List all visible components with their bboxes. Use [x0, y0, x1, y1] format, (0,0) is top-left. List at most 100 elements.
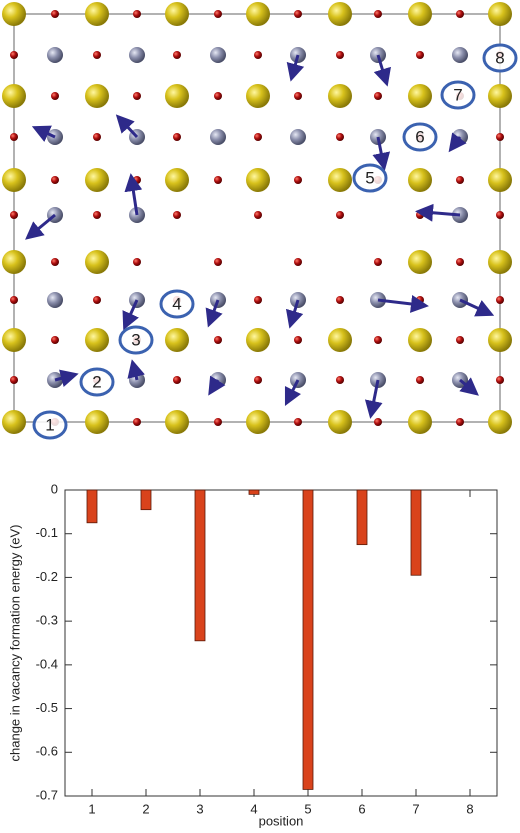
- oxygen-atom: [133, 10, 141, 18]
- position-label: 4: [172, 294, 181, 313]
- oxygen-atom: [254, 211, 262, 219]
- sulfur-atom: [85, 328, 109, 352]
- sulfur-atom: [408, 168, 432, 192]
- sulfur-atom: [488, 250, 512, 274]
- displacement-arrow: [459, 298, 495, 317]
- bar: [248, 489, 260, 495]
- sulfur-atom: [328, 328, 352, 352]
- oxygen-atom: [10, 296, 18, 304]
- oxygen-atom: [336, 211, 344, 219]
- sulfur-atom: [165, 168, 189, 192]
- metal-atom: [210, 129, 226, 145]
- oxygen-atom: [374, 92, 382, 100]
- sulfur-atom: [85, 84, 109, 108]
- oxygen-atom: [496, 211, 504, 219]
- oxygen-atom: [133, 418, 141, 426]
- oxygen-atom: [173, 211, 181, 219]
- oxygen-atom: [374, 10, 382, 18]
- position-marker: [159, 289, 195, 319]
- oxygen-atom: [336, 133, 344, 141]
- metal-atom: [47, 292, 63, 308]
- y-tick-label: -0.3: [36, 613, 58, 628]
- oxygen-atom: [214, 92, 222, 100]
- sulfur-atom: [246, 2, 270, 26]
- atomic-structure: 1 2 3 4 5 6 7 8: [2, 2, 518, 440]
- x-tick-label: 1: [88, 801, 95, 816]
- oxygen-atom: [254, 133, 262, 141]
- sulfur-atom: [2, 2, 26, 26]
- displacement-arrow: [448, 132, 467, 153]
- position-marker: [402, 122, 438, 152]
- oxygen-atom: [374, 418, 382, 426]
- position-marker: [118, 325, 154, 355]
- oxygen-atom: [93, 133, 101, 141]
- sulfur-atom: [2, 328, 26, 352]
- sulfur-atom: [246, 84, 270, 108]
- sulfur-atom: [2, 410, 26, 434]
- displacement-arrow: [115, 114, 139, 139]
- position-label: 3: [131, 330, 140, 349]
- y-axis-label: change in vacancy formation energy (eV): [7, 524, 22, 761]
- oxygen-atom: [173, 51, 181, 59]
- oxygen-atom: [51, 336, 59, 344]
- y-tick-label: -0.1: [36, 525, 58, 540]
- y-tick-label: -0.5: [36, 700, 58, 715]
- displacement-arrow: [415, 203, 461, 222]
- sulfur-atom: [408, 328, 432, 352]
- sulfur-atom: [246, 168, 270, 192]
- oxygen-atom: [173, 376, 181, 384]
- x-tick-label: 3: [196, 801, 203, 816]
- oxygen-atom: [336, 376, 344, 384]
- oxygen-atom: [133, 176, 141, 184]
- oxygen-atom: [10, 376, 18, 384]
- displacement-arrow: [377, 294, 429, 313]
- oxygen-atom: [173, 133, 181, 141]
- oxygen-atom: [336, 296, 344, 304]
- oxygen-atom: [254, 376, 262, 384]
- oxygen-atom: [416, 51, 424, 59]
- oxygen-atom: [496, 296, 504, 304]
- oxygen-atom: [294, 336, 302, 344]
- bar: [302, 489, 314, 790]
- position-label: 8: [495, 48, 504, 67]
- oxygen-atom: [496, 376, 504, 384]
- sulfur-atom: [165, 84, 189, 108]
- oxygen-atom: [456, 336, 464, 344]
- oxygen-atom: [93, 211, 101, 219]
- displacement-arrow: [372, 136, 391, 171]
- sulfur-atom: [408, 84, 432, 108]
- sulfur-atom: [408, 2, 432, 26]
- metal-atom: [47, 47, 63, 63]
- sulfur-atom: [2, 250, 26, 274]
- x-tick-label: 2: [142, 801, 149, 816]
- x-tick-label: 8: [466, 801, 473, 816]
- oxygen-atom: [374, 336, 382, 344]
- metal-atom: [452, 47, 468, 63]
- oxygen-atom: [294, 258, 302, 266]
- oxygen-atom: [294, 418, 302, 426]
- oxygen-atom: [10, 211, 18, 219]
- plot-frame: [64, 489, 498, 797]
- oxygen-atom: [416, 376, 424, 384]
- displacement-arrow: [286, 54, 305, 82]
- oxygen-atom: [133, 258, 141, 266]
- oxygen-atom: [456, 10, 464, 18]
- oxygen-atom: [214, 418, 222, 426]
- sulfur-atom: [328, 2, 352, 26]
- position-marker: [32, 410, 68, 440]
- sulfur-atom: [488, 2, 512, 26]
- oxygen-atom: [51, 176, 59, 184]
- bar: [194, 489, 206, 642]
- oxygen-atom: [456, 418, 464, 426]
- oxygen-atom: [93, 51, 101, 59]
- metal-atom: [129, 47, 145, 63]
- metal-atom: [210, 47, 226, 63]
- sulfur-atom: [2, 168, 26, 192]
- oxygen-atom: [51, 92, 59, 100]
- oxygen-atom: [416, 296, 424, 304]
- bar: [356, 489, 368, 546]
- oxygen-atom: [93, 296, 101, 304]
- chart: position change in vacancy formation ene…: [7, 481, 498, 828]
- oxygen-atom: [374, 258, 382, 266]
- sulfur-atom: [85, 410, 109, 434]
